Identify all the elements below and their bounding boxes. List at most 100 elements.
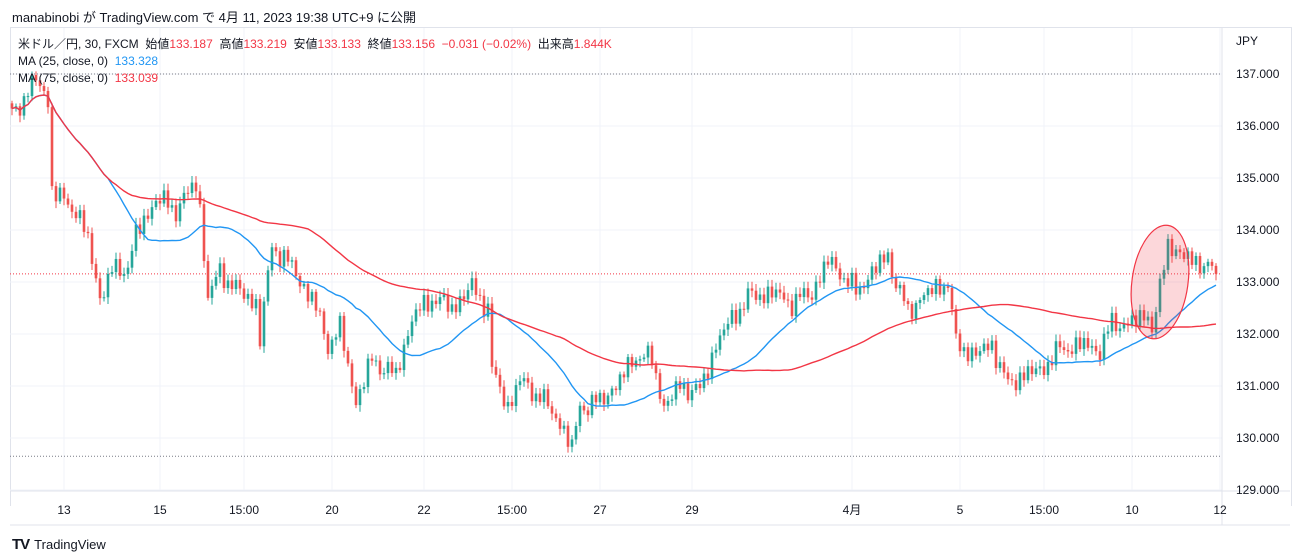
candle-body [918, 300, 922, 303]
candle [362, 382, 366, 394]
candle [782, 285, 786, 303]
candle-body [1006, 372, 1010, 380]
candle [110, 265, 114, 277]
candle-body [390, 361, 394, 374]
time-tick-label: 22 [417, 503, 431, 517]
candle [306, 281, 310, 309]
candle-body [274, 247, 278, 252]
candle [398, 362, 402, 373]
candle [230, 274, 234, 295]
candle-body [346, 350, 350, 364]
candle [786, 292, 790, 308]
candle-body [822, 261, 826, 283]
candle-body [38, 80, 42, 87]
candle [998, 356, 1002, 373]
ma75-legend[interactable]: MA (75, close, 0) 133.039 [18, 70, 612, 87]
candle-body [602, 392, 606, 405]
candle [86, 226, 90, 239]
candle [366, 353, 370, 394]
candle-body [374, 360, 378, 362]
candle-body [502, 386, 506, 407]
candle-body [974, 347, 978, 356]
candle [258, 294, 262, 350]
candle [62, 182, 66, 206]
candle-body [358, 389, 362, 406]
candle [294, 256, 298, 280]
ma25-legend[interactable]: MA (25, close, 0) 133.328 [18, 53, 612, 70]
candle-body [906, 301, 910, 305]
candle-body [874, 266, 878, 273]
candle [102, 291, 106, 302]
candle [834, 251, 838, 272]
candle [1190, 247, 1194, 270]
symbol-label[interactable]: 米ドル／円, 30, FXCM [18, 37, 139, 51]
candle [830, 251, 834, 272]
candle-body [1102, 333, 1106, 360]
candle-body [1210, 261, 1214, 266]
candle [570, 434, 574, 453]
candle-body [1010, 379, 1014, 381]
candle-body [618, 374, 622, 391]
candle-body [718, 335, 722, 350]
candle [510, 395, 514, 411]
candle [446, 287, 450, 319]
candle-body [698, 384, 702, 389]
candle-body [134, 224, 138, 251]
candle [278, 247, 282, 273]
chart-legend: 米ドル／円, 30, FXCM 始値133.187 高値133.219 安値13… [18, 36, 612, 87]
candle-body [858, 286, 862, 295]
candle [18, 103, 22, 123]
candle-body [306, 283, 310, 302]
candle [46, 86, 50, 114]
candle [394, 362, 398, 380]
candle [762, 287, 766, 309]
candle [946, 282, 950, 293]
candle [542, 383, 546, 409]
candle [546, 383, 550, 409]
candle [602, 389, 606, 411]
candle [962, 342, 966, 358]
candle [474, 271, 478, 301]
candle [338, 312, 342, 342]
candle [38, 76, 42, 92]
candle-body [1018, 372, 1022, 391]
candle [818, 275, 822, 288]
candle-body [1122, 323, 1126, 329]
candle [1214, 263, 1218, 281]
candle-body [958, 333, 962, 352]
candle-body [486, 303, 490, 317]
candle [902, 281, 906, 306]
candle-body [318, 310, 322, 312]
candle [558, 413, 562, 436]
candle-body [78, 210, 82, 219]
candle [206, 254, 210, 301]
candle [238, 274, 242, 295]
candle-body [1174, 249, 1178, 257]
candle-body [314, 291, 318, 311]
candle-body [110, 272, 114, 274]
candle [706, 367, 710, 386]
candle-body [654, 365, 658, 374]
candle [778, 282, 782, 300]
candle [854, 267, 858, 301]
candle-body [666, 400, 670, 406]
candle-body [98, 278, 102, 299]
candle [862, 281, 866, 294]
candle [438, 290, 442, 311]
candle [686, 377, 690, 404]
candle-body [338, 315, 342, 338]
price-chart[interactable]: JPY 137.000 136.000 135.000 134.000 133.000 13… [0, 0, 1300, 530]
candle-body [986, 343, 990, 351]
candle-body [386, 361, 390, 374]
candle-body [130, 250, 134, 268]
candle-body [66, 198, 70, 205]
candle-body [1094, 345, 1098, 352]
candle [478, 288, 482, 301]
candle [106, 267, 110, 305]
candle-body [894, 276, 898, 289]
candle [1026, 359, 1030, 384]
candle-body [246, 293, 250, 299]
time-tick-label: 13 [57, 503, 71, 517]
time-tick-label: 4月 [843, 503, 862, 517]
candle-body [646, 345, 650, 358]
